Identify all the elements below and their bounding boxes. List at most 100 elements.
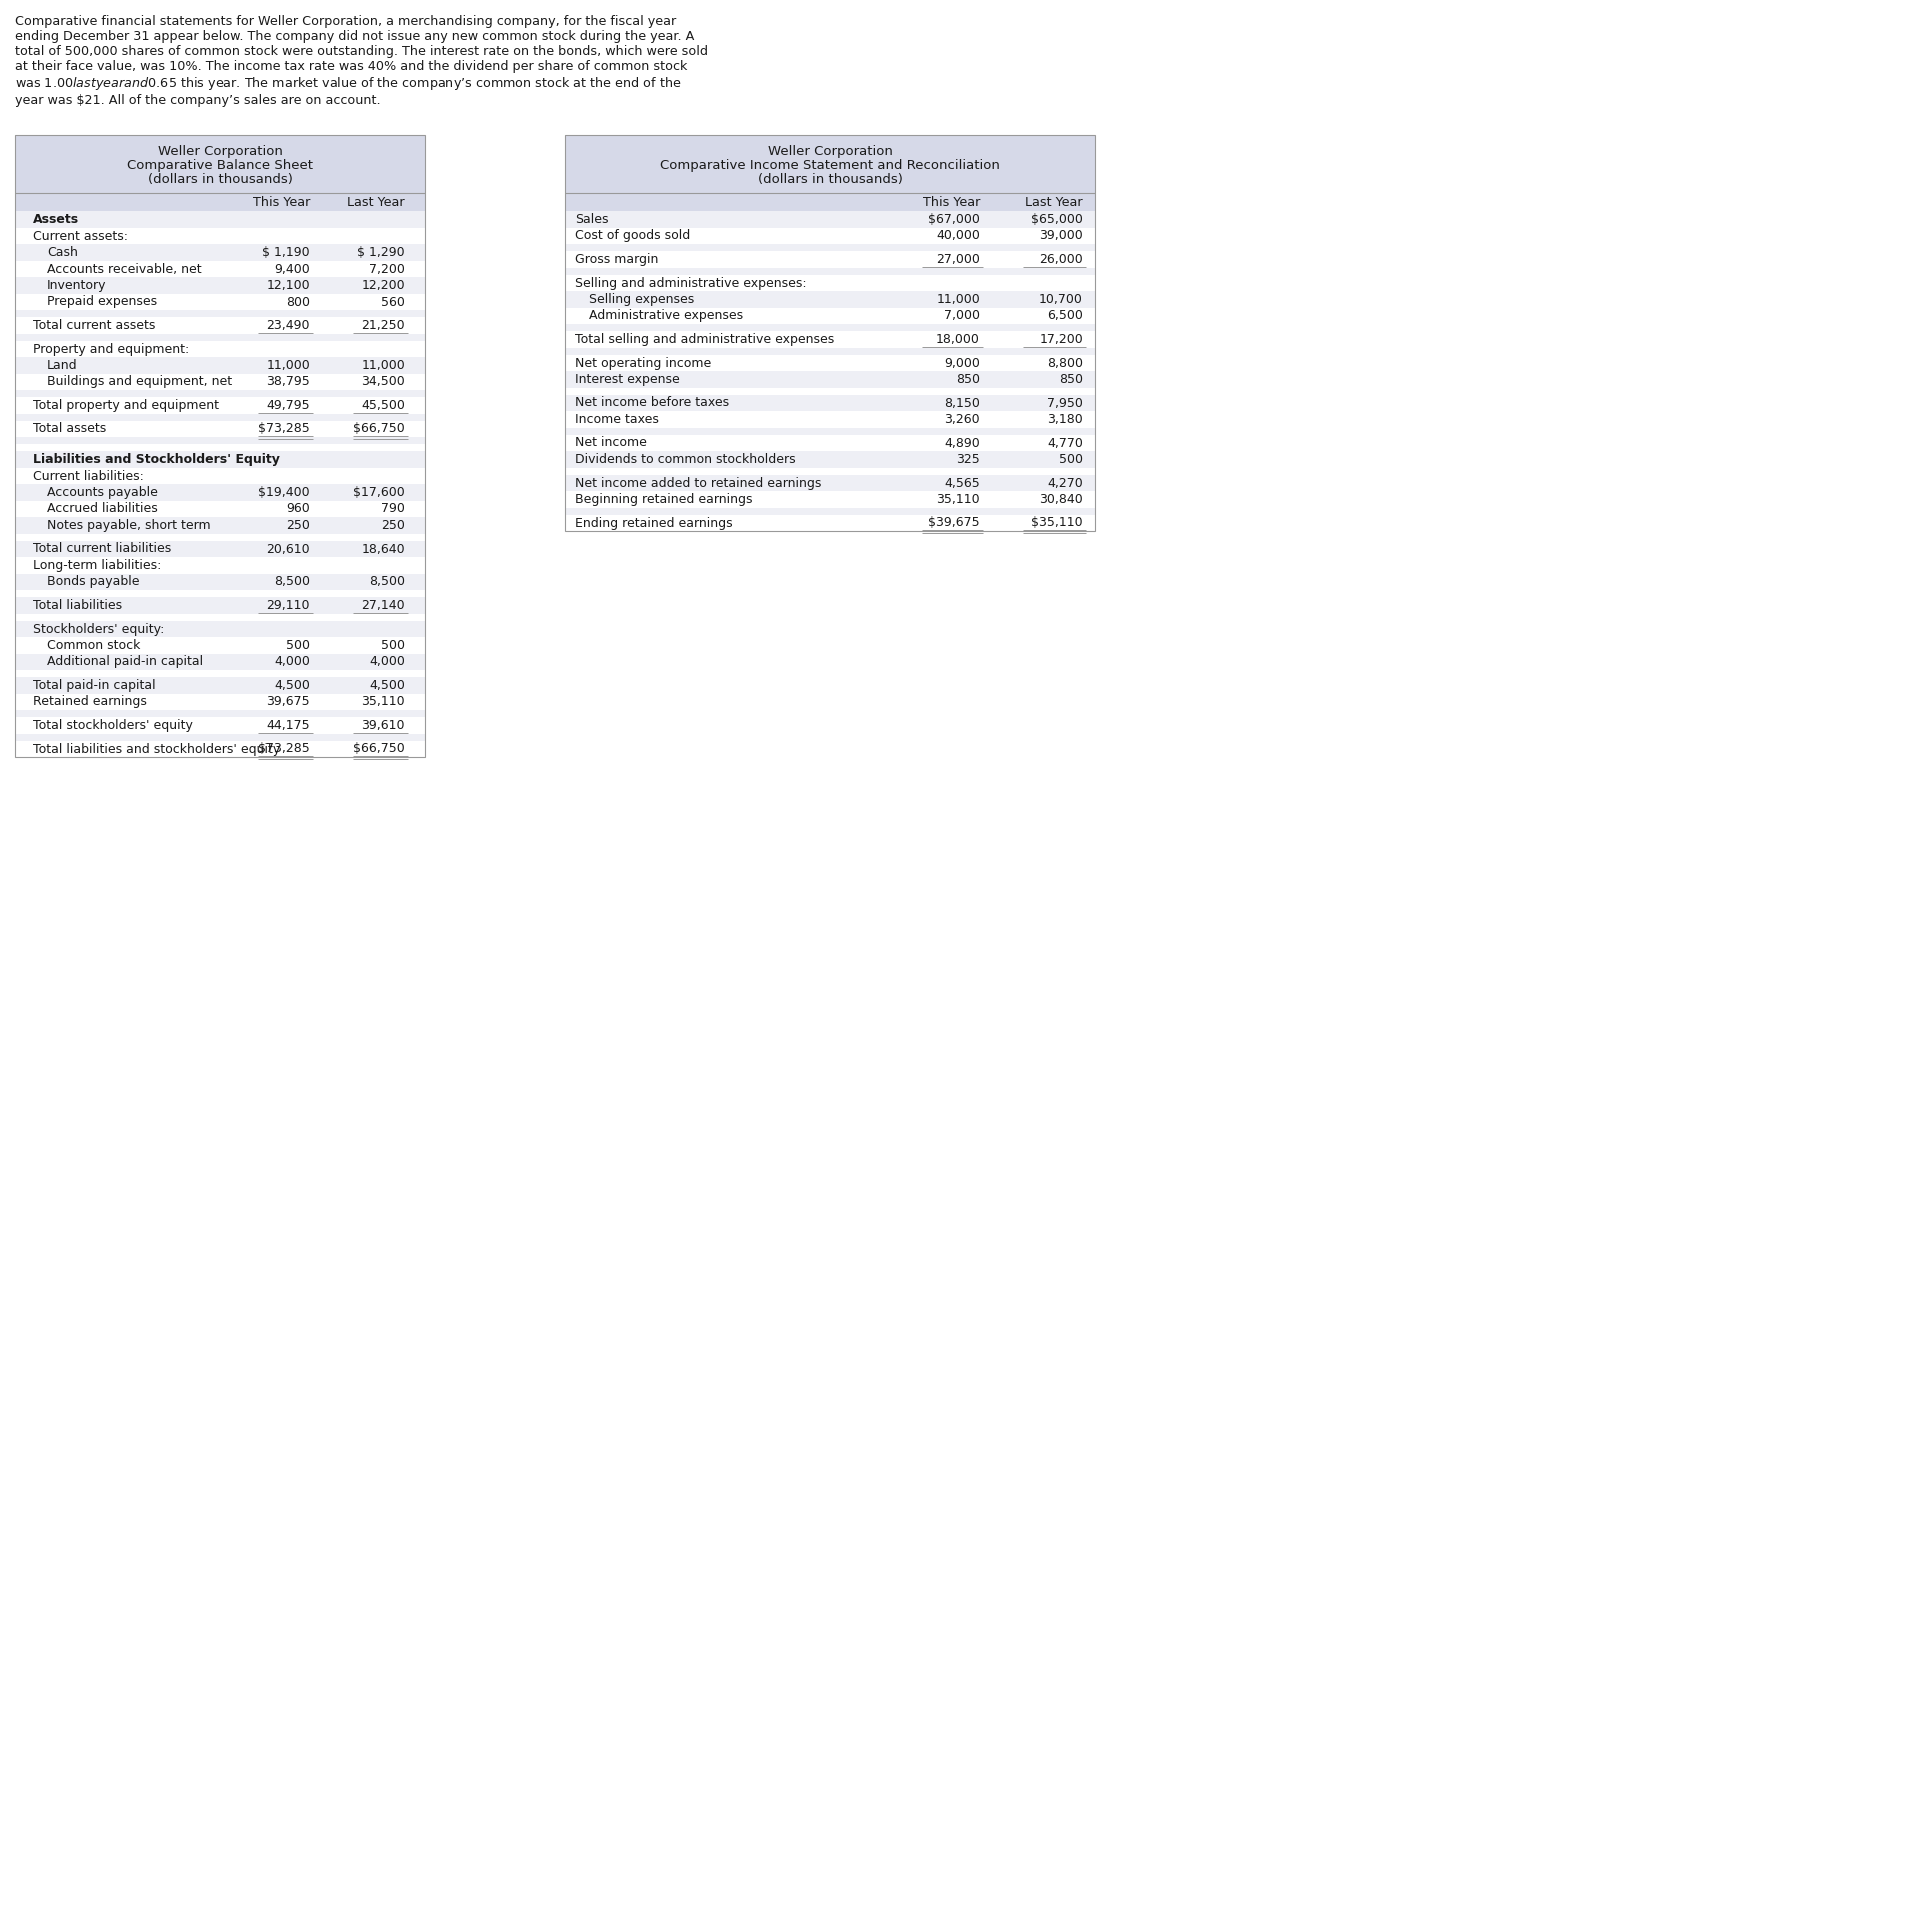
Text: 960: 960 [286, 503, 309, 515]
Text: Buildings and equipment, net: Buildings and equipment, net [46, 376, 232, 388]
Text: 40,000: 40,000 [937, 230, 979, 242]
Text: Total property and equipment: Total property and equipment [33, 399, 219, 413]
Text: 20,610: 20,610 [267, 543, 309, 555]
Bar [15, 211, 424, 227]
Text: 39,675: 39,675 [267, 695, 309, 708]
Text: 8,800: 8,800 [1046, 357, 1083, 369]
Text: 49,795: 49,795 [267, 399, 309, 413]
Text: Interest expense: Interest expense [574, 372, 680, 386]
Text: Assets: Assets [33, 213, 79, 227]
Text: Cash: Cash [46, 246, 79, 259]
Bar [15, 693, 424, 710]
Bar [564, 307, 1094, 324]
Bar [15, 397, 424, 413]
Text: Inventory: Inventory [46, 278, 106, 292]
Text: Sales: Sales [574, 213, 609, 227]
Text: $66,750: $66,750 [353, 743, 405, 755]
Text: Selling expenses: Selling expenses [589, 294, 695, 305]
Text: Comparative financial statements for Weller Corporation, a merchandising company: Comparative financial statements for Wel… [15, 15, 708, 108]
Bar [564, 134, 1094, 194]
Text: 11,000: 11,000 [267, 359, 309, 372]
Text: 27,140: 27,140 [361, 599, 405, 612]
Bar [15, 413, 424, 420]
Bar [15, 653, 424, 670]
Bar [15, 541, 424, 557]
Bar [15, 317, 424, 334]
Text: Retained earnings: Retained earnings [33, 695, 146, 708]
Text: 12,200: 12,200 [361, 278, 405, 292]
Text: 17,200: 17,200 [1039, 332, 1083, 346]
Bar [15, 134, 424, 194]
Text: 30,840: 30,840 [1039, 493, 1083, 507]
Bar [564, 324, 1094, 330]
Text: 27,000: 27,000 [937, 253, 979, 267]
Bar [564, 211, 1094, 227]
Bar [15, 678, 424, 693]
Text: 29,110: 29,110 [267, 599, 309, 612]
Bar [564, 267, 1094, 275]
Text: 790: 790 [382, 503, 405, 515]
Bar [564, 388, 1094, 394]
Text: 4,500: 4,500 [369, 680, 405, 691]
Text: 3,260: 3,260 [945, 413, 979, 426]
Bar [15, 334, 424, 340]
Text: $39,675: $39,675 [929, 516, 979, 530]
Text: $65,000: $65,000 [1031, 213, 1083, 227]
Text: Stockholders' equity:: Stockholders' equity: [33, 622, 165, 636]
Text: Total assets: Total assets [33, 422, 106, 436]
Text: Net income added to retained earnings: Net income added to retained earnings [574, 476, 822, 490]
Bar [15, 574, 424, 589]
Text: This Year: This Year [253, 196, 309, 209]
Bar [15, 614, 424, 620]
Text: Prepaid expenses: Prepaid expenses [46, 296, 157, 309]
Text: 850: 850 [956, 372, 979, 386]
Text: 7,000: 7,000 [945, 309, 979, 323]
Text: Net operating income: Net operating income [574, 357, 710, 369]
Text: 500: 500 [380, 639, 405, 653]
Text: Income taxes: Income taxes [574, 413, 659, 426]
Text: Weller Corporation: Weller Corporation [768, 146, 893, 157]
Bar [15, 134, 424, 756]
Text: 9,000: 9,000 [945, 357, 979, 369]
Bar [564, 394, 1094, 411]
Bar [15, 340, 424, 357]
Text: Land: Land [46, 359, 77, 372]
Bar [15, 589, 424, 597]
Bar [564, 330, 1094, 348]
Text: Current liabilities:: Current liabilities: [33, 470, 144, 482]
Text: 560: 560 [382, 296, 405, 309]
Text: 7,200: 7,200 [369, 263, 405, 275]
Text: 21,250: 21,250 [361, 319, 405, 332]
Bar [564, 275, 1094, 292]
Text: 4,565: 4,565 [945, 476, 979, 490]
Text: 34,500: 34,500 [361, 376, 405, 388]
Text: 250: 250 [286, 518, 309, 532]
Text: 12,100: 12,100 [267, 278, 309, 292]
Bar [15, 374, 424, 390]
Bar [564, 434, 1094, 451]
Text: Additional paid-in capital: Additional paid-in capital [46, 655, 204, 668]
Bar [15, 390, 424, 397]
Bar [15, 444, 424, 451]
Text: 500: 500 [1060, 453, 1083, 467]
Text: Last Year: Last Year [348, 196, 405, 209]
Text: Total current assets: Total current assets [33, 319, 156, 332]
Bar [15, 516, 424, 534]
Text: 9,400: 9,400 [275, 263, 309, 275]
Text: Total liabilities and stockholders' equity: Total liabilities and stockholders' equi… [33, 743, 280, 755]
Text: Total selling and administrative expenses: Total selling and administrative expense… [574, 332, 835, 346]
Text: Last Year: Last Year [1025, 196, 1083, 209]
Bar [564, 371, 1094, 388]
Bar [564, 355, 1094, 371]
Bar [15, 557, 424, 574]
Text: Long-term liabilities:: Long-term liabilities: [33, 559, 161, 572]
Text: 10,700: 10,700 [1039, 294, 1083, 305]
Text: Accounts receivable, net: Accounts receivable, net [46, 263, 202, 275]
Text: Dividends to common stockholders: Dividends to common stockholders [574, 453, 795, 467]
Text: 250: 250 [382, 518, 405, 532]
Text: 4,270: 4,270 [1046, 476, 1083, 490]
Bar [564, 474, 1094, 492]
Text: 8,500: 8,500 [369, 576, 405, 589]
Text: Gross margin: Gross margin [574, 253, 659, 267]
Text: $73,285: $73,285 [259, 743, 309, 755]
